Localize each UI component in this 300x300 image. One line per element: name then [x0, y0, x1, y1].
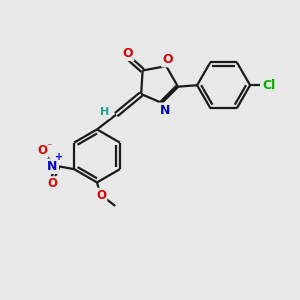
Text: Cl: Cl: [262, 79, 276, 92]
Text: O: O: [37, 144, 47, 157]
Text: ⁻: ⁻: [46, 142, 52, 153]
Text: +: +: [55, 152, 63, 162]
Text: O: O: [162, 53, 173, 66]
Text: N: N: [160, 104, 170, 117]
Text: O: O: [96, 189, 106, 202]
Text: H: H: [100, 107, 110, 117]
Text: O: O: [123, 47, 133, 60]
Text: O: O: [47, 177, 57, 190]
Text: N: N: [47, 160, 58, 173]
